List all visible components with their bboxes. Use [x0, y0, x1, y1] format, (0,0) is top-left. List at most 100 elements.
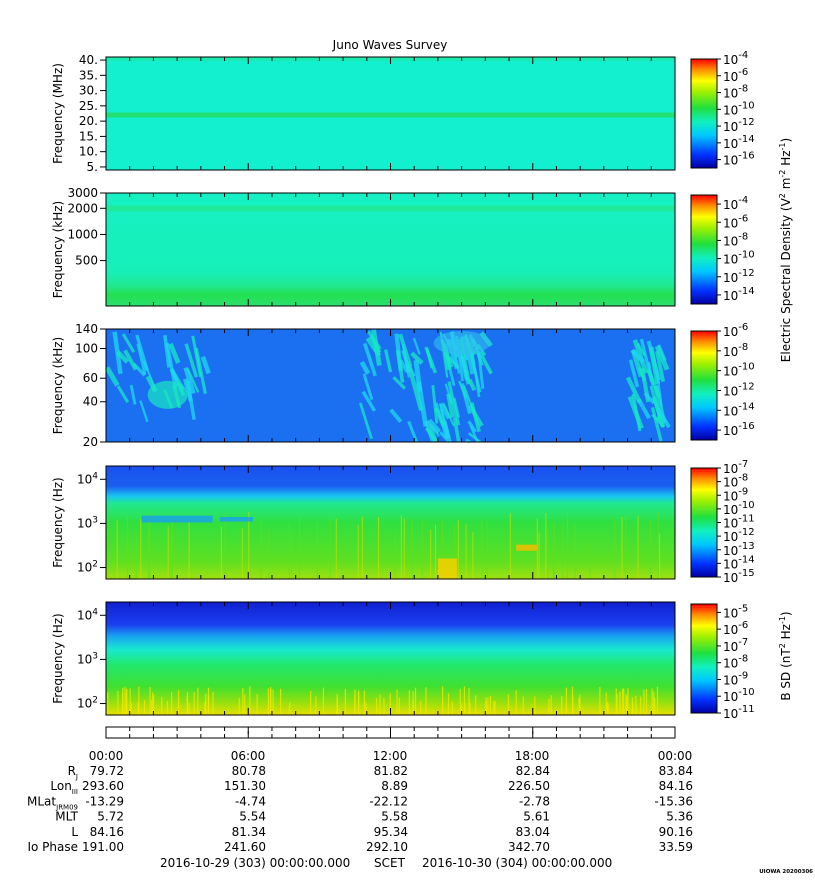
emission-streak: [628, 359, 640, 388]
time-tick-label: 06:00: [231, 749, 266, 763]
ephemeris-value: 84.16: [659, 779, 693, 793]
colorbar-tick-label: 10-5: [723, 603, 748, 620]
emission-streak: [478, 351, 493, 375]
emission-streak: [163, 334, 171, 368]
colorbar-tick-label: 10-4: [723, 195, 748, 212]
emission-streak: [442, 403, 455, 427]
ephemeris-value: -2.78: [519, 794, 550, 808]
colorbar-tick-label: 10-14: [723, 134, 755, 151]
time-tick-label: 18:00: [515, 749, 550, 763]
ephemeris-value: 80.78: [232, 764, 266, 778]
start-time: 2016-10-29 (303) 00:00:00.000: [160, 856, 350, 870]
emission-streak: [365, 336, 382, 357]
colorbar-tick-label: 10-11: [723, 514, 755, 531]
colorbar-scale: [690, 467, 718, 578]
spectrogram-panel-4: 102 103 104 Frequency (Hz): [51, 465, 676, 580]
emission-streak: [358, 402, 373, 440]
emission-streak: [636, 398, 651, 420]
yaxis: 5.10. 15.20.25.30. 35.40.: [79, 53, 106, 174]
emission-streak: [446, 393, 456, 418]
yaxis: 20 40 60 100 140: [75, 322, 106, 449]
y-tick-label: 3000: [67, 186, 98, 200]
colorbar-tick-label: 10-16: [723, 421, 755, 438]
emission-streak: [654, 345, 670, 371]
emission-streak: [655, 371, 663, 407]
emission-streak: [434, 407, 446, 427]
emission-patch: [516, 544, 538, 551]
colorbar-tick-label: 10-8: [723, 231, 748, 248]
emission-streak: [646, 369, 662, 399]
colorbar-scale: [690, 603, 718, 714]
ephemeris-row-label: MLatJRM09: [27, 794, 78, 811]
y-tick-label: 500: [75, 254, 98, 268]
emission-streak: [362, 373, 374, 401]
colorbar-3: 10-6 10-8 10-10 10-12 10-14 10-16: [690, 322, 755, 441]
emission-streak: [643, 392, 656, 405]
ephemeris-value: -4.74: [235, 794, 266, 808]
yaxis: 102 103 104: [77, 607, 106, 711]
colorbar-tick-label: 10-6: [723, 620, 748, 637]
emission-streak: [359, 360, 371, 375]
emission-streak: [468, 348, 482, 393]
time-tick-label: 00:00: [658, 749, 693, 763]
y-axis-label: Frequency (kHz): [51, 337, 65, 434]
emission-streak: [407, 365, 424, 412]
y-axis-label: Frequency (MHz): [51, 63, 65, 164]
colorbar-tick-label: 10-10: [723, 687, 755, 704]
ephemeris-value: 5.72: [97, 810, 124, 824]
y-tick-label: 20.: [79, 114, 98, 128]
colorbars: 10-410-610-810-1010-1210-1410-1610-410-6…: [690, 50, 755, 721]
colorbar-tick-label: 10-14: [723, 554, 755, 571]
y-tick-label: 15.: [79, 129, 98, 143]
emission-streak: [427, 418, 442, 434]
emission-streak: [116, 350, 130, 364]
colorbar-tick-label: 10-8: [723, 654, 748, 671]
colorbar-tick-label: 10-10: [723, 250, 755, 267]
emission-streak: [398, 358, 410, 374]
ephemeris-value: 293.60: [82, 779, 124, 793]
colorbar-tick-label: 10-4: [723, 50, 748, 67]
emission-streak: [656, 407, 671, 429]
emission-patch: [219, 516, 253, 522]
colorbar-tick-label: 10-9: [723, 670, 748, 687]
ephemeris-value: 83.84: [659, 764, 693, 778]
colorbar-tick-label: 10-13: [723, 541, 755, 558]
colorbar-tick-label: 10-12: [723, 381, 755, 398]
ephemeris-value: 33.59: [659, 840, 693, 854]
ephemeris-value: -22.12: [369, 794, 408, 808]
emission-streak: [361, 390, 377, 412]
colorbar-tick-label: 10-6: [723, 67, 748, 84]
emission-streak: [425, 348, 434, 369]
y-tick-label: 5.: [87, 160, 98, 174]
y-tick-label: 103: [77, 651, 98, 666]
ephemeris-value: 79.72: [90, 764, 124, 778]
ephemeris-value: 241.60: [224, 840, 266, 854]
spectrogram-panel-1: 5.10. 15.20.25.30. 35.40. Frequency (MHz): [51, 53, 676, 174]
emission-streak: [413, 359, 423, 393]
emission-streak: [200, 356, 211, 375]
ephemeris-value: 226.50: [508, 779, 550, 793]
colorbar-tick-label: 10-12: [723, 527, 755, 544]
ephemeris-value: 81.82: [374, 764, 408, 778]
colorbar-tick-label: 10-8: [723, 84, 748, 101]
yaxis: 102 103 104: [77, 471, 106, 575]
ephemeris-value: 90.16: [659, 825, 693, 839]
ephemeris-value: -15.36: [654, 794, 693, 808]
emission-streak: [439, 431, 451, 444]
panel-frame: [105, 328, 676, 443]
y-tick-label: 40: [83, 395, 98, 409]
spectrogram-background: [106, 466, 675, 579]
emission-streak: [369, 335, 382, 353]
emission-streak: [139, 400, 149, 423]
colorbar-scale: [690, 330, 718, 441]
y-axis-label: Frequency (Hz): [51, 477, 65, 568]
emission-streak: [638, 366, 646, 382]
colorbar-tick-label: 10-6: [723, 322, 748, 339]
colorbar-tick-label: 10-10: [723, 500, 755, 517]
colorbar-tick-label: 10-16: [723, 151, 755, 168]
emission-streak: [407, 420, 419, 443]
emission-streak: [462, 385, 475, 413]
emission-streak: [389, 408, 403, 423]
